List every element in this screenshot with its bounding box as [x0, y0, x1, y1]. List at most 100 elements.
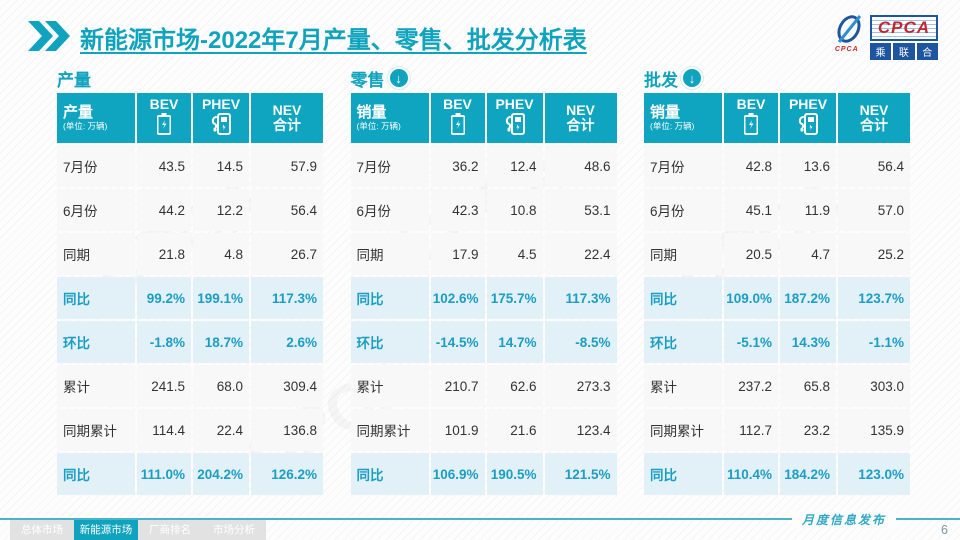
- row-label: 同期: [57, 233, 135, 275]
- cell-value: 12.4: [486, 145, 543, 187]
- cell-value: 26.7: [251, 233, 323, 275]
- cell-value: 14.3%: [780, 321, 836, 363]
- cell-value: 199.1%: [193, 277, 249, 319]
- cell-value: 21.6: [486, 409, 543, 451]
- table-row: 7月份 43.5 14.5 57.9: [57, 145, 323, 187]
- cell-value: 175.7%: [486, 277, 543, 319]
- row-label: 同比: [57, 277, 135, 319]
- cell-value: 101.9: [430, 409, 485, 451]
- table-row: 6月份 42.3 10.8 53.1: [350, 189, 617, 231]
- cpca-logo-small-text: CPCA: [834, 45, 859, 53]
- cell-value: 22.4: [193, 409, 249, 451]
- unit-label: (单位: 万辆): [63, 121, 108, 131]
- cell-value: 123.4: [544, 409, 617, 451]
- charging-station-icon: [211, 112, 231, 140]
- bottom-tab-市场分析[interactable]: 市场分析: [202, 520, 266, 540]
- table-row: 同期累计 112.7 23.2 135.9: [644, 409, 910, 451]
- table-row: 累计 237.2 65.8 303.0: [644, 365, 910, 407]
- nev-total-column-header: NEV 合计: [838, 93, 910, 143]
- footer-divider-line: [0, 518, 960, 520]
- cell-value: 20.5: [724, 233, 778, 275]
- cell-value: -5.1%: [724, 321, 778, 363]
- phev-column-header: PHEV: [780, 93, 836, 143]
- bottom-tab-bar: 总体市场 新能源市场 厂商排名 市场分析: [10, 520, 266, 540]
- down-arrow-icon: ↓: [683, 69, 701, 87]
- cell-value: 14.7%: [486, 321, 543, 363]
- cpca-logo: CPCA CPCA 乘 联 合: [833, 14, 938, 60]
- table-row: 同比 99.2% 199.1% 117.3%: [57, 277, 323, 319]
- cell-value: 4.5: [486, 233, 543, 275]
- cell-value: 12.2: [193, 189, 249, 231]
- bottom-tab-新能源市场[interactable]: 新能源市场: [74, 520, 138, 540]
- cell-value: 23.2: [780, 409, 836, 451]
- cell-value: 184.2%: [780, 453, 836, 495]
- battery-icon: [743, 112, 759, 140]
- cell-value: 68.0: [193, 365, 249, 407]
- table-row: 同期累计 101.9 21.6 123.4: [350, 409, 617, 451]
- table-row: 同比 102.6% 175.7% 117.3%: [350, 277, 617, 319]
- cell-value: 48.6: [544, 145, 617, 187]
- bev-column-header: BEV: [430, 93, 485, 143]
- cell-value: 21.8: [137, 233, 191, 275]
- cell-value: 4.8: [193, 233, 249, 275]
- table-row: 同期 17.9 4.5 22.4: [350, 233, 617, 275]
- production-table-body: 7月份 43.5 14.5 57.9 6月份 44.2 12.2 56.4 同期 21.8 4.8 2…: [57, 145, 323, 495]
- wholesale-header-cell: 销量 (单位: 万辆): [644, 93, 722, 143]
- row-label: 6月份: [644, 189, 722, 231]
- cell-value: 25.2: [838, 233, 910, 275]
- cell-value: -1.1%: [838, 321, 910, 363]
- production-table-header: 产量 (单位: 万辆) BEV PHEV NEV 合计: [57, 93, 323, 143]
- row-label: 7月份: [350, 145, 429, 187]
- page-title-highlight: 新能源市场: [80, 26, 200, 54]
- page-number: 6: [941, 523, 948, 537]
- cell-value: 187.2%: [780, 277, 836, 319]
- table-row: 6月份 45.1 11.9 57.0: [644, 189, 910, 231]
- cell-value: 42.3: [430, 189, 485, 231]
- bottom-tab-厂商排名[interactable]: 厂商排名: [138, 520, 202, 540]
- cell-value: 303.0: [838, 365, 910, 407]
- battery-icon: [450, 112, 465, 140]
- phev-column-header: PHEV: [193, 93, 249, 143]
- row-label: 同期: [350, 233, 429, 275]
- cell-value: 18.7%: [193, 321, 249, 363]
- row-label: 环比: [350, 321, 429, 363]
- table-row: 同比 110.4% 184.2% 123.0%: [644, 453, 910, 495]
- cell-value: 241.5: [137, 365, 191, 407]
- cell-value: 135.9: [838, 409, 910, 451]
- table-row: 同比 111.0% 204.2% 126.2%: [57, 453, 323, 495]
- charging-station-icon: [505, 112, 525, 140]
- row-label: 累计: [644, 365, 722, 407]
- cpca-chinese-name: 乘 联 合: [869, 42, 938, 60]
- nev-total-column-header: NEV 合计: [251, 93, 323, 143]
- cell-value: 117.3%: [251, 277, 323, 319]
- table-row: 累计 210.7 62.6 273.3: [350, 365, 617, 407]
- cell-value: 10.8: [486, 189, 543, 231]
- cell-value: 57.9: [251, 145, 323, 187]
- unit-label: (单位: 万辆): [650, 121, 695, 131]
- cpca-acronym: CPCA: [869, 14, 938, 41]
- cell-value: 114.4: [137, 409, 191, 451]
- tables-area: 产量 产量 (单位: 万辆) BEV PHEV NEV 合计: [0, 58, 960, 495]
- cell-value: 44.2: [137, 189, 191, 231]
- row-label: 同比: [57, 453, 135, 495]
- row-label: 累计: [350, 365, 429, 407]
- cell-value: 126.2%: [251, 453, 323, 495]
- production-section-header: 产量: [57, 66, 323, 90]
- row-label: 同比: [644, 453, 722, 495]
- cell-value: 123.7%: [838, 277, 910, 319]
- slide-header: 新能源市场-2022年7月产量、零售、批发分析表 CPCA CPCA 乘 联 合: [0, 0, 960, 60]
- cell-value: 13.6: [780, 145, 836, 187]
- row-label: 同期累计: [644, 409, 722, 451]
- retail-table-body: 7月份 36.2 12.4 48.6 6月份 42.3 10.8 53.1 同期 17.9 4.5 2…: [350, 145, 617, 495]
- cell-value: 57.0: [838, 189, 910, 231]
- row-label: 同期累计: [57, 409, 135, 451]
- wholesale-section-title: 批发: [644, 70, 678, 90]
- cell-value: 136.8: [251, 409, 323, 451]
- cell-value: 45.1: [724, 189, 778, 231]
- cell-value: 43.5: [137, 145, 191, 187]
- row-label: 环比: [644, 321, 722, 363]
- cell-value: 4.7: [780, 233, 836, 275]
- bottom-tab-总体市场[interactable]: 总体市场: [10, 520, 74, 540]
- table-row: 7月份 42.8 13.6 56.4: [644, 145, 910, 187]
- cell-value: 99.2%: [137, 277, 191, 319]
